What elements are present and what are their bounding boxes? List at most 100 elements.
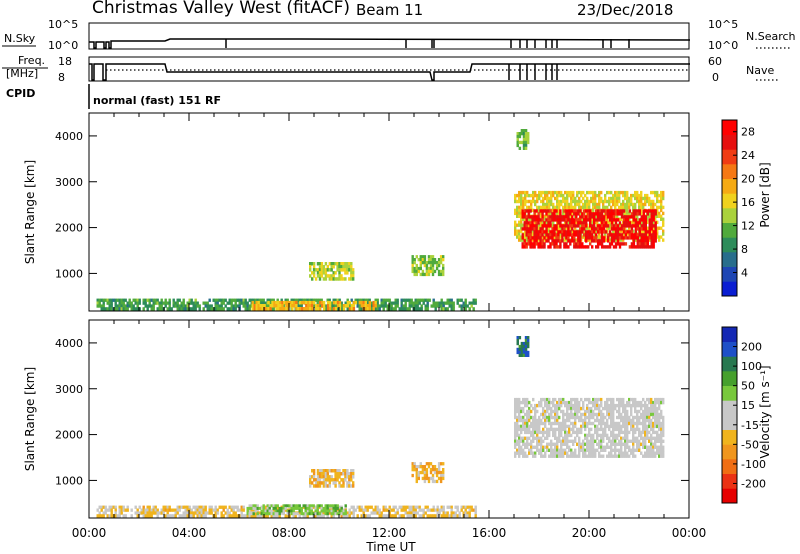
data-cell [531,224,534,228]
data-cell [622,224,626,228]
data-cell [636,418,639,423]
data-cell [654,227,657,231]
data-cell [596,397,599,402]
data-cell [632,442,635,446]
data-cell [594,451,597,455]
data-cell [568,202,571,207]
x-tick-label: 00:00 [72,526,107,540]
data-cell [352,505,355,509]
data-cell [406,511,409,515]
data-cell [527,242,530,246]
data-cell [254,504,257,508]
data-cell [640,430,643,435]
data-cell [182,511,185,515]
data-cell [598,199,601,204]
data-cell [526,436,529,440]
data-cell [400,301,403,305]
data-cell [553,215,556,219]
data-cell [554,412,557,417]
data-cell [529,227,532,231]
data-cell [437,258,441,262]
data-cell [634,397,637,402]
data-cell [554,415,557,420]
data-cell [534,193,537,198]
data-cell [100,505,103,509]
data-cell [424,511,427,515]
data-cell [618,205,621,210]
data-cell [576,199,579,204]
data-cell [392,514,395,518]
data-cell [636,427,639,432]
data-cell [338,274,341,278]
data-cell [376,298,379,302]
data-cell [594,199,597,204]
beam-label: Beam 11 [356,1,423,19]
data-cell [362,508,365,512]
data-cell [518,205,521,210]
data-cell [320,268,324,272]
data-cell [548,412,551,417]
data-cell [166,307,169,311]
data-cell [540,205,543,210]
data-cell [430,514,433,518]
data-cell [360,300,363,305]
data-cell [326,475,329,479]
data-cell [334,277,337,281]
data-cell [648,224,651,228]
data-cell [586,205,589,210]
data-cell [547,245,550,249]
data-cell [516,235,519,239]
data-cell [556,412,559,417]
data-cell [660,235,663,239]
data-cell [514,193,517,198]
data-cell [530,205,533,210]
data-cell [574,196,577,201]
data-cell [650,199,653,204]
data-cell [640,436,643,440]
data-cell [162,508,165,512]
data-cell [598,239,602,243]
data-cell [212,508,215,512]
data-cell [654,409,657,414]
data-cell [578,406,581,411]
data-cell [142,511,145,515]
data-cell [242,301,245,305]
data-cell [602,421,605,426]
data-cell [537,233,540,237]
data-cell [592,448,595,452]
data-cell [642,245,645,249]
data-cell [630,215,634,219]
data-cell [521,212,524,216]
data-cell [558,439,561,443]
data-cell [606,454,609,458]
data-cell [529,239,532,243]
data-cell [413,261,416,265]
data-cell [176,511,179,515]
data-cell [568,415,571,420]
data-cell [598,202,601,207]
data-cell [522,132,526,136]
data-cell [656,421,659,426]
data-cell [330,265,333,269]
data-cell [644,202,647,207]
data-cell [660,202,663,207]
data-cell [566,205,569,210]
data-cell [560,424,563,429]
data-cell [104,508,107,512]
data-cell [557,245,560,249]
data-cell [526,193,529,198]
data-cell [562,439,565,443]
data-cell [596,430,599,435]
data-cell [220,505,223,509]
data-cell [600,427,603,432]
data-cell [600,421,603,426]
data-cell [650,209,653,213]
data-cell [380,298,383,302]
data-cell [570,403,573,408]
data-cell [286,298,289,302]
data-cell [592,451,595,455]
data-cell [650,227,653,231]
data-cell [650,233,653,237]
data-cell [589,236,592,240]
data-cell [322,469,326,473]
